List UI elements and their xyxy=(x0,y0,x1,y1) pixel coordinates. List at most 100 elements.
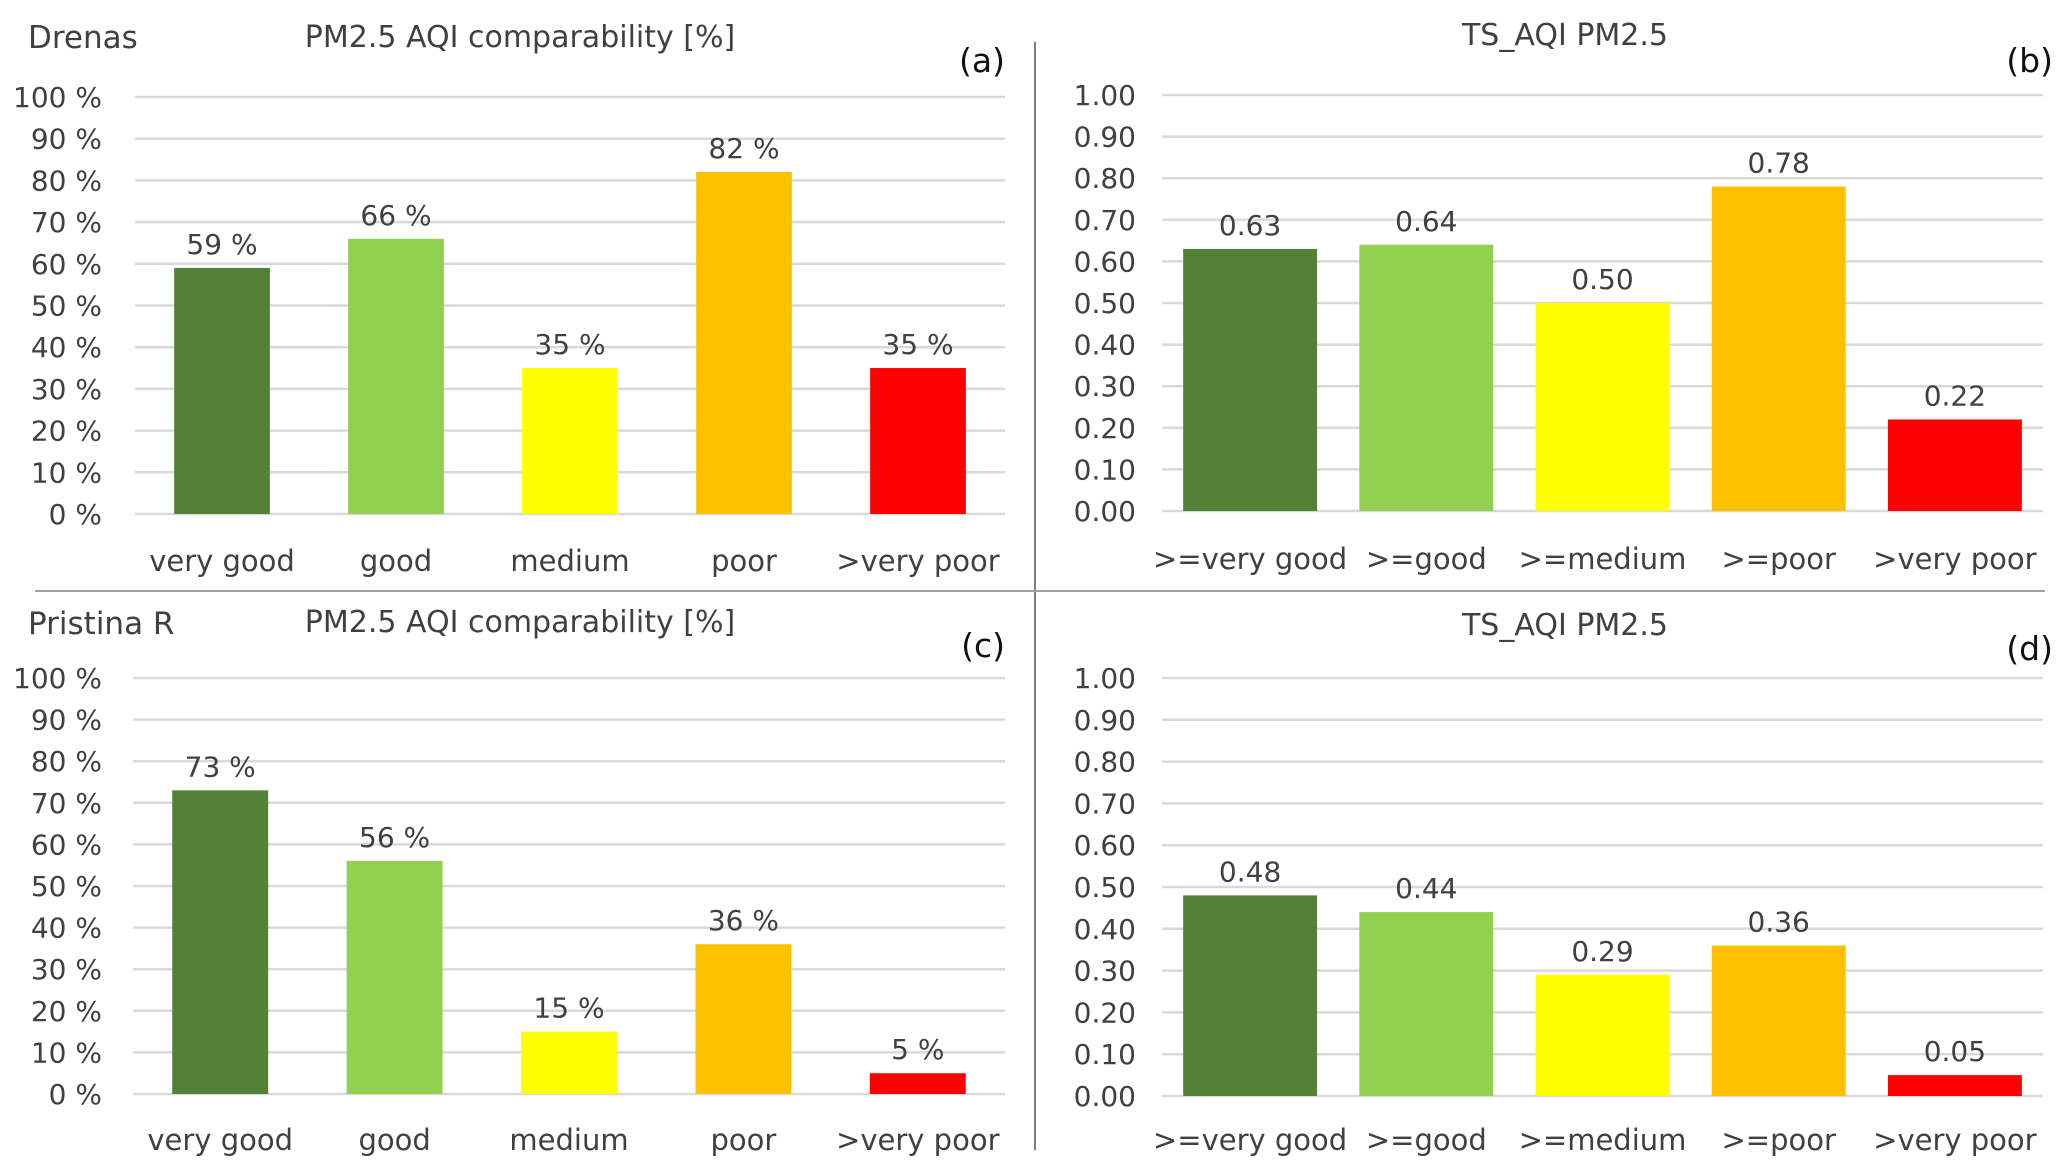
bar-poor xyxy=(696,172,792,514)
bar-poor xyxy=(1711,945,1846,1096)
bar-medium xyxy=(1535,303,1670,511)
y-tick-label: 0.90 xyxy=(1074,704,1136,737)
data-label: 0.22 xyxy=(1924,379,1986,412)
data-label: 35 % xyxy=(882,328,953,361)
y-tick-label: 50 % xyxy=(31,290,102,323)
y-tick-label: 0.00 xyxy=(1074,495,1136,528)
bar-good xyxy=(348,238,444,514)
x-category-label: very good xyxy=(149,544,295,578)
y-tick-label: 40 % xyxy=(31,912,102,945)
y-tick-label: 0 % xyxy=(49,498,102,531)
bar-very-good xyxy=(172,790,269,1094)
y-tick-label: 70 % xyxy=(31,206,102,239)
chart-title: TS_AQI PM2.5 xyxy=(1461,608,1668,643)
bar-very-poor xyxy=(869,1073,966,1094)
y-tick-label: 90 % xyxy=(31,123,102,156)
x-category-label: >=poor xyxy=(1721,1123,1835,1157)
data-label: 5 % xyxy=(891,1033,944,1066)
y-tick-label: 0.40 xyxy=(1074,913,1136,946)
panel-label: (c) xyxy=(961,626,1005,665)
data-label: 0.29 xyxy=(1571,935,1633,968)
panel-c-chart: 0 % 10 % 20 % 30 % 40 % 50 % 60 % 70 % 80 % 90 % 1… xyxy=(13,605,1005,1157)
bar-good xyxy=(1359,244,1494,511)
data-label: 66 % xyxy=(360,199,431,232)
panel-d-chart: 0.00 0.10 0.20 0.30 0.40 0.50 0.60 0.70 0.80 0.90… xyxy=(1074,608,2053,1157)
panel-label: (b) xyxy=(2006,41,2053,80)
data-label: 56 % xyxy=(359,821,430,854)
y-tick-label: 30 % xyxy=(31,373,102,406)
y-tick-label: 60 % xyxy=(31,248,102,281)
data-label: 35 % xyxy=(534,328,605,361)
station-name: Drenas xyxy=(28,20,138,56)
data-label: 0.78 xyxy=(1748,147,1810,180)
panel-label: (a) xyxy=(959,41,1005,80)
data-label: 73 % xyxy=(185,750,256,783)
x-category-label: >=medium xyxy=(1519,542,1687,576)
panel-label: (d) xyxy=(2006,629,2053,668)
x-category-label: >=very good xyxy=(1153,1123,1347,1157)
x-category-label: >very poor xyxy=(1873,1123,2036,1157)
bar-medium xyxy=(521,1031,617,1094)
y-tick-label: 0.80 xyxy=(1074,746,1136,779)
y-tick-label: 40 % xyxy=(31,331,102,364)
y-tick-label: 0.60 xyxy=(1074,245,1136,278)
chart-title: PM2.5 AQI comparability [%] xyxy=(305,20,735,55)
x-category-label: >=poor xyxy=(1721,542,1835,576)
x-category-label: good xyxy=(358,1123,430,1157)
y-tick-label: 20 % xyxy=(31,995,102,1028)
y-tick-label: 90 % xyxy=(31,704,102,737)
bar-poor xyxy=(1711,186,1846,511)
data-label: 59 % xyxy=(186,228,257,261)
y-tick-label: 50 % xyxy=(31,870,102,903)
data-label: 0.50 xyxy=(1571,263,1633,296)
data-label: 0.36 xyxy=(1748,906,1810,939)
panel-a-chart: 0 % 10 % 20 % 30 % 40 % 50 % 60 % 70 % 80 % 90 % 1… xyxy=(13,20,1005,578)
bar-medium xyxy=(522,368,618,514)
y-tick-label: 30 % xyxy=(31,953,102,986)
bar-very-poor xyxy=(1887,1075,2022,1096)
data-label: 0.44 xyxy=(1395,872,1457,905)
data-label: 36 % xyxy=(708,904,779,937)
y-tick-label: 0.20 xyxy=(1074,996,1136,1029)
x-category-label: >very poor xyxy=(836,544,999,578)
x-category-label: poor xyxy=(711,544,777,578)
bar-very-poor xyxy=(870,368,966,514)
y-tick-label: 0.60 xyxy=(1074,829,1136,862)
y-tick-label: 80 % xyxy=(31,745,102,778)
y-tick-label: 100 % xyxy=(13,662,102,695)
data-label: 0.48 xyxy=(1219,855,1281,888)
y-tick-label: 0.10 xyxy=(1074,453,1136,486)
y-tick-label: 20 % xyxy=(31,415,102,448)
x-category-label: poor xyxy=(710,1123,776,1157)
y-tick-label: 0.90 xyxy=(1074,121,1136,154)
y-tick-label: 80 % xyxy=(31,164,102,197)
x-category-label: medium xyxy=(509,1123,628,1157)
data-label: 0.64 xyxy=(1395,205,1457,238)
data-label: 0.63 xyxy=(1219,209,1281,242)
bar-very-good xyxy=(174,267,270,514)
x-category-label: >=good xyxy=(1366,1123,1487,1157)
y-tick-label: 0.20 xyxy=(1074,412,1136,445)
chart-title: PM2.5 AQI comparability [%] xyxy=(305,605,735,640)
bar-good xyxy=(346,861,443,1094)
bar-very-poor xyxy=(1887,419,2022,511)
y-tick-label: 10 % xyxy=(31,456,102,489)
y-tick-label: 70 % xyxy=(31,787,102,820)
bar-poor xyxy=(695,944,792,1094)
y-tick-label: 0.00 xyxy=(1074,1080,1136,1113)
y-tick-label: 0.50 xyxy=(1074,871,1136,904)
y-tick-label: 10 % xyxy=(31,1036,102,1069)
y-tick-label: 0.70 xyxy=(1074,787,1136,820)
y-tick-label: 100 % xyxy=(13,81,102,114)
station-name: Pristina R xyxy=(28,606,174,642)
y-tick-label: 1.00 xyxy=(1074,662,1136,695)
x-category-label: medium xyxy=(510,544,629,578)
y-tick-label: 1.00 xyxy=(1074,79,1136,112)
y-tick-label: 0.70 xyxy=(1074,204,1136,237)
data-label: 0.05 xyxy=(1924,1035,1986,1068)
x-category-label: >=very good xyxy=(1153,542,1347,576)
y-tick-label: 0 % xyxy=(49,1078,102,1111)
bar-very-good xyxy=(1183,248,1318,512)
y-tick-label: 0.80 xyxy=(1074,162,1136,195)
